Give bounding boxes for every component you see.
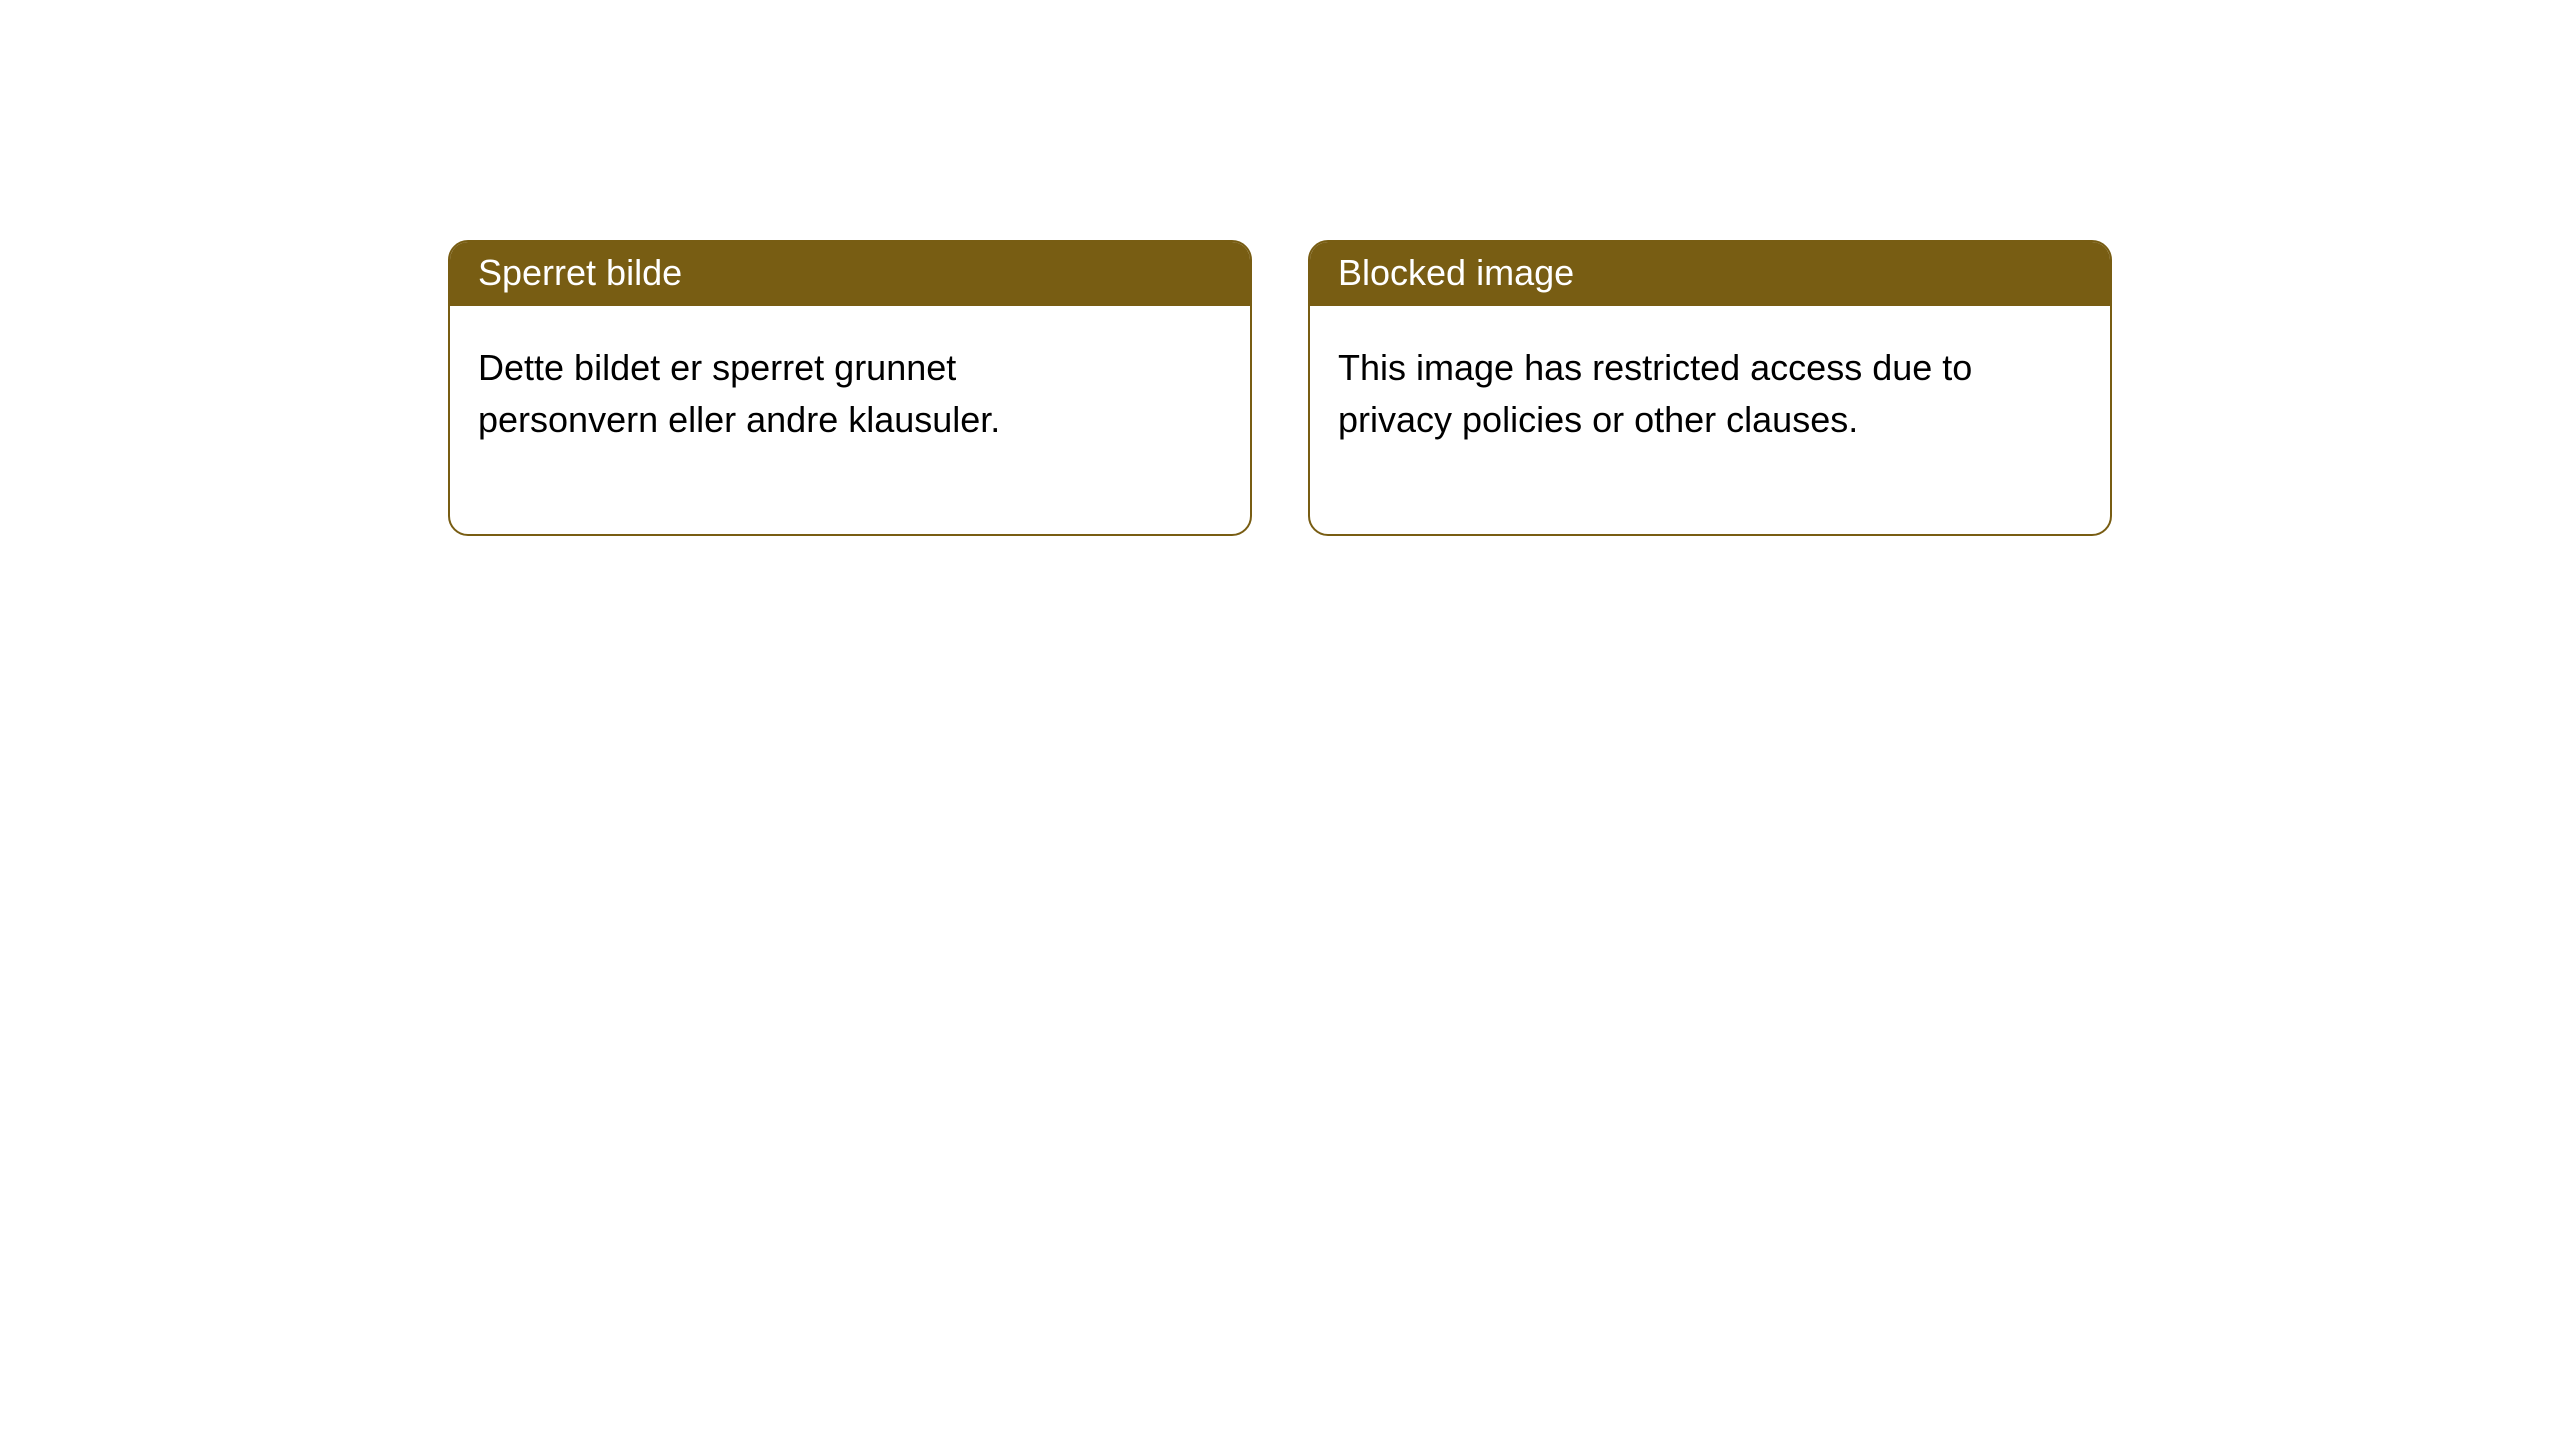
notice-body: Dette bildet er sperret grunnet personve…: [450, 306, 1170, 534]
notice-card-norwegian: Sperret bilde Dette bildet er sperret gr…: [448, 240, 1252, 536]
notice-body: This image has restricted access due to …: [1310, 306, 2030, 534]
notice-header: Sperret bilde: [450, 242, 1250, 306]
notice-body-text: This image has restricted access due to …: [1338, 347, 1972, 440]
notice-body-text: Dette bildet er sperret grunnet personve…: [478, 347, 1000, 440]
notice-header: Blocked image: [1310, 242, 2110, 306]
notice-container: Sperret bilde Dette bildet er sperret gr…: [0, 0, 2560, 536]
notice-title: Blocked image: [1338, 252, 1574, 293]
notice-title: Sperret bilde: [478, 252, 682, 293]
notice-card-english: Blocked image This image has restricted …: [1308, 240, 2112, 536]
